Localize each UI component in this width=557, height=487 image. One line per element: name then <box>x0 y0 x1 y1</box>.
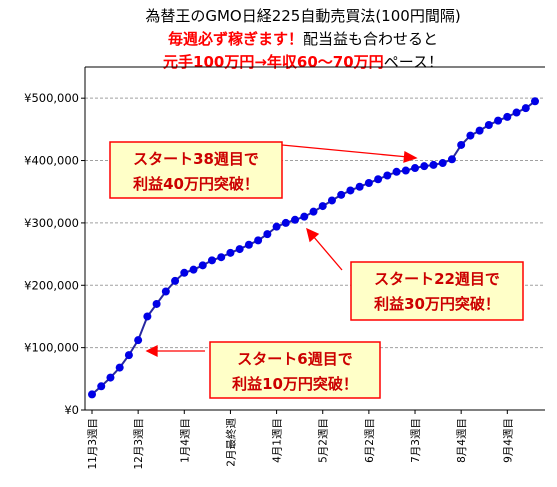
data-point <box>374 175 383 184</box>
data-point <box>171 276 180 285</box>
data-point <box>263 230 272 239</box>
data-point <box>124 351 133 360</box>
callout-2: スタート22週目で 利益30万円突破！ <box>350 261 524 321</box>
x-tick-label: 2月最終週 <box>224 418 237 467</box>
data-point <box>521 104 530 113</box>
data-point <box>420 162 429 171</box>
data-point <box>217 253 226 262</box>
data-point <box>281 218 290 227</box>
data-point <box>207 256 216 265</box>
callout-3-arrowhead <box>145 344 158 358</box>
chart-title: 為替王のGMO日経225自動売買法(100円間隔) <box>145 7 460 25</box>
y-tick-label: ¥400,000 <box>24 154 79 168</box>
data-point <box>355 182 364 191</box>
data-point <box>327 196 336 205</box>
data-point <box>346 186 355 195</box>
callout-1-line-1: スタート38週目で <box>133 150 259 168</box>
data-point <box>512 108 521 117</box>
subtitle-2-rest: ペース！ <box>384 53 443 71</box>
data-point <box>115 363 124 372</box>
x-tick-label: 11月3週目 <box>87 418 99 470</box>
callout-2-line-2: 利益30万円突破！ <box>374 295 500 313</box>
callout-2-arrow <box>312 235 343 271</box>
data-point <box>97 382 106 391</box>
y-axis: ¥0 ¥100,000 ¥200,000 ¥300,000 ¥400,000 ¥500,0… <box>24 67 86 417</box>
data-point <box>143 312 152 321</box>
callout-1-box <box>109 141 283 199</box>
data-point <box>392 167 401 176</box>
data-point <box>383 171 392 180</box>
data-point <box>494 116 503 125</box>
callout-2-line-1: スタート22週目で <box>374 270 500 288</box>
data-point <box>272 222 281 231</box>
data-point <box>226 248 235 257</box>
x-tick-label: 6月2週目 <box>364 418 376 463</box>
data-point <box>475 126 484 135</box>
y-tick-label: ¥300,000 <box>24 216 79 230</box>
data-point <box>466 131 475 140</box>
data-point <box>152 299 161 308</box>
subtitle-1-highlight: 毎週必ず稼ぎます！ <box>168 30 303 48</box>
y-tick-label: ¥0 <box>64 403 79 417</box>
callout-1-line-2: 利益40万円突破！ <box>133 175 259 193</box>
data-point <box>134 336 143 345</box>
callout-2-arrowhead <box>306 227 320 243</box>
subtitle-2-highlight: 元手100万円→年収60～70万円 <box>163 53 384 71</box>
data-point <box>438 159 447 168</box>
callout-arrows <box>145 144 418 358</box>
data-point <box>531 97 539 106</box>
callout-3-line-1: スタート6週目で <box>237 350 352 368</box>
y-tick-label: ¥500,000 <box>24 91 79 105</box>
data-point <box>254 236 263 245</box>
data-point <box>401 166 410 175</box>
x-tick-label: 8月4週目 <box>456 418 468 463</box>
data-point <box>198 261 207 270</box>
data-point <box>180 268 189 277</box>
x-tick-label: 7月3週目 <box>410 418 422 463</box>
data-point <box>235 245 244 254</box>
data-point <box>300 212 309 221</box>
x-axis: 11月3週目 12月3週目 1月4週目 2月最終週 4月1週目 5月2週目 6月2週目 7月3… <box>85 409 545 470</box>
x-tick-label: 9月4週目 <box>502 418 514 463</box>
data-point <box>189 265 198 274</box>
series-markers <box>88 97 539 399</box>
data-point <box>364 178 373 187</box>
data-point <box>429 160 438 169</box>
data-point <box>484 120 493 129</box>
data-point <box>318 202 327 211</box>
data-point <box>291 215 300 224</box>
data-point <box>457 140 466 149</box>
chart-subtitle-line-2: 元手100万円→年収60～70万円ペース！ <box>163 53 443 71</box>
x-tick-label: 1月4週目 <box>179 418 191 463</box>
x-tick-label: 5月2週目 <box>318 418 330 463</box>
callout-1-arrowhead <box>403 150 418 163</box>
data-point <box>88 390 96 399</box>
x-tick-label: 12月3週目 <box>133 418 145 470</box>
data-point <box>161 287 170 296</box>
callout-3-box <box>209 341 381 399</box>
x-tick-label: 4月1週目 <box>272 418 284 463</box>
callout-2-box <box>350 261 524 321</box>
data-point <box>106 373 115 382</box>
callout-3: スタート6週目で 利益10万円突破！ <box>209 341 381 399</box>
data-point <box>503 112 512 121</box>
y-tick-label: ¥100,000 <box>24 341 79 355</box>
callout-1: スタート38週目で 利益40万円突破！ <box>109 141 283 199</box>
subtitle-1-rest: 配当益も合わせると <box>303 30 438 48</box>
y-tick-label: ¥200,000 <box>24 278 79 292</box>
callout-1-arrow <box>281 144 409 158</box>
callout-3-line-2: 利益10万円突破！ <box>232 375 358 393</box>
data-point <box>411 164 420 173</box>
data-point <box>244 240 253 249</box>
data-point <box>309 207 318 216</box>
data-point <box>337 190 346 199</box>
data-point <box>447 155 456 164</box>
chart-subtitle-line-1: 毎週必ず稼ぎます！配当益も合わせると <box>168 30 438 48</box>
